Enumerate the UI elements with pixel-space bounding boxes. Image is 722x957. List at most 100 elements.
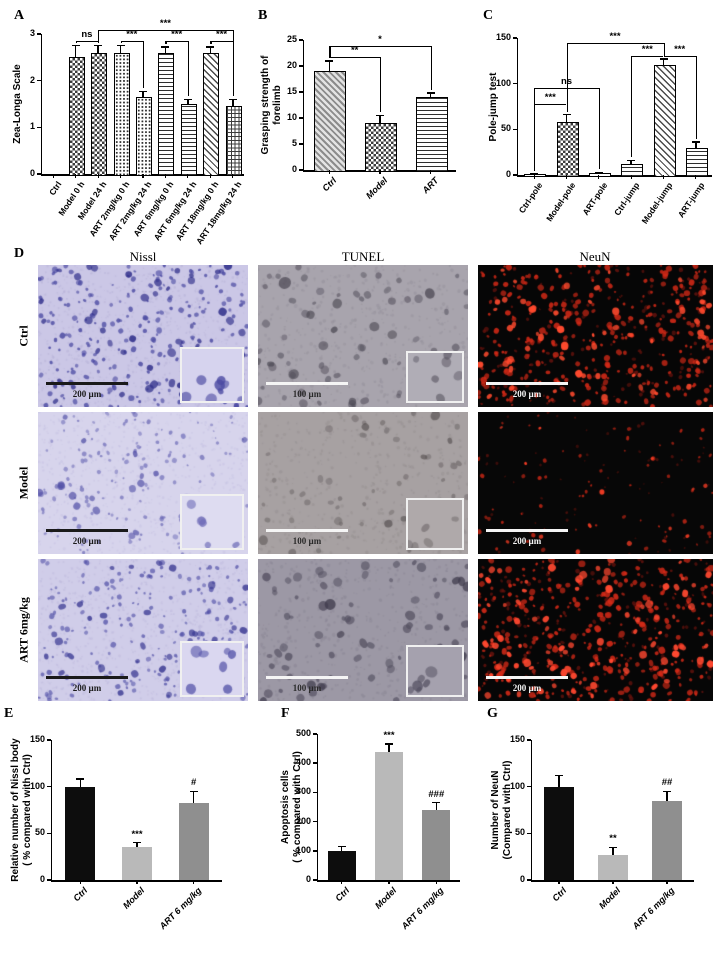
error-bar-cap — [555, 774, 563, 777]
inset-canvas — [182, 643, 242, 695]
column-header-tunel: TUNEL — [341, 249, 385, 264]
y-tick-mark — [312, 791, 317, 794]
error-bar — [119, 45, 122, 53]
sig-label: *** — [609, 30, 621, 42]
error-bar-cap — [594, 171, 603, 173]
bar-annotation: ** — [609, 833, 617, 845]
scale-bar — [266, 676, 348, 679]
error-bar-cap — [663, 790, 671, 793]
scale-bar-label: 100 µm — [292, 389, 322, 399]
y-tick-label: 50 — [514, 827, 525, 838]
sig-bracket-drop — [329, 46, 331, 58]
sig-label: *** — [544, 91, 556, 103]
error-bar-cap — [189, 790, 198, 793]
y-tick-label: 100 — [509, 780, 525, 791]
sig-bracket-drop — [663, 42, 665, 56]
scale-bar-label: 100 µm — [292, 536, 322, 546]
inset-box — [406, 351, 464, 403]
bar-model-pole — [556, 122, 579, 177]
sig-bracket-drop — [695, 56, 698, 140]
y-axis-label: Zea-Longa Scale — [12, 64, 24, 143]
y-tick-label: 0 — [305, 874, 311, 884]
error-bar — [695, 142, 697, 148]
y-tick-mark — [298, 117, 303, 119]
inset-canvas — [408, 647, 462, 695]
y-tick-label: 15 — [286, 86, 297, 96]
sig-bracket — [165, 40, 188, 42]
error-bar — [565, 114, 568, 123]
y-tick-label: 0 — [29, 168, 35, 178]
x-tick-mark — [193, 880, 195, 884]
bar-annotation: *** — [131, 828, 143, 840]
sig-bracket — [663, 56, 696, 58]
y-tick-mark — [312, 879, 317, 881]
error-bar — [379, 115, 381, 124]
bar-art-jump — [685, 147, 708, 177]
y-tick-label: 0 — [291, 164, 297, 174]
inset-canvas — [182, 496, 242, 548]
error-bar — [74, 45, 77, 58]
y-tick-mark — [512, 128, 517, 131]
y-tick-mark — [526, 785, 531, 788]
scale-bar-label: 200 µm — [512, 536, 542, 546]
y-tick-mark — [526, 739, 531, 741]
error-bar-cap — [337, 845, 346, 848]
y-axis-label: Number of NeuN (Compared with Ctrl) — [490, 761, 514, 860]
bar-model — [365, 123, 397, 172]
y-tick-label: 0 — [39, 874, 45, 884]
x-tick-mark — [328, 170, 330, 174]
error-bar — [192, 791, 195, 804]
scale-bar — [266, 529, 348, 532]
bar-art-6-mg-kg — [178, 803, 209, 880]
y-axis — [530, 740, 532, 880]
x-tick-mark — [558, 880, 560, 884]
sig-label: *** — [159, 18, 171, 30]
x-tick-mark — [119, 174, 122, 178]
panel-label-f: F — [281, 706, 290, 721]
y-tick-mark — [46, 785, 51, 788]
x-category-label: ART 6 mg/kg — [630, 885, 677, 932]
error-bar — [136, 842, 138, 848]
panel-label-b: B — [258, 8, 268, 23]
sig-bracket — [631, 56, 664, 58]
bar-art-6-mg-kg — [422, 809, 451, 880]
y-axis — [40, 34, 42, 174]
y-tick-label: 0 — [519, 874, 525, 884]
error-bar-cap — [530, 172, 539, 175]
y-tick-label: 25 — [286, 34, 297, 44]
y-tick-mark — [526, 879, 531, 881]
x-tick-mark — [565, 175, 568, 179]
inset-box — [406, 498, 464, 550]
x-tick-mark — [75, 174, 77, 178]
error-bar — [662, 59, 665, 66]
x-axis — [316, 880, 460, 882]
y-tick-mark — [512, 174, 517, 176]
y-tick-label: 150 — [495, 32, 511, 42]
x-category-label: ART — [419, 175, 441, 196]
sig-bracket — [534, 88, 599, 90]
inset-box — [180, 494, 244, 550]
sig-label: *** — [674, 44, 686, 56]
error-bar-cap — [71, 44, 80, 47]
y-tick-mark — [36, 126, 41, 129]
x-tick-mark — [662, 175, 665, 179]
chart-a: 0 1 2 3 Ctrl Model 0 h Model 24 h ART 2mg/kg 0 … — [30, 19, 244, 246]
sig-bracket — [329, 46, 431, 48]
y-axis-label-line: Grasping strength of — [260, 55, 271, 155]
micrograph-canvas — [478, 265, 713, 407]
bar-model-jump — [653, 65, 676, 177]
sig-bracket-drop — [210, 40, 212, 45]
panel-label-a: A — [14, 8, 25, 23]
sig-bracket-drop — [187, 40, 190, 97]
error-bar — [209, 47, 212, 53]
micrograph-canvas — [478, 412, 713, 554]
error-bar — [558, 775, 560, 787]
bar-ctrl — [314, 71, 347, 172]
bar-art-18mg-kg-24-h — [225, 106, 242, 176]
panel-label-c: C — [483, 8, 494, 23]
error-bar-cap — [376, 114, 384, 117]
y-axis — [316, 734, 318, 880]
y-axis — [302, 40, 304, 170]
y-tick-label: 20 — [286, 60, 297, 70]
y-axis-label-line: ( % compared with Ctrl) — [292, 751, 303, 863]
